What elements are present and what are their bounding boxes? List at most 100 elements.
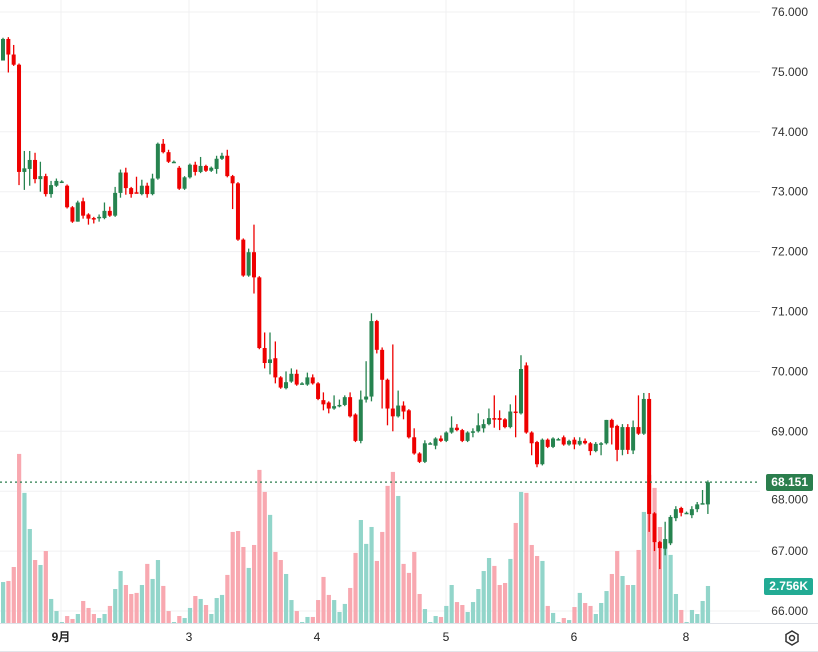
candle: [300, 382, 305, 385]
candle: [551, 437, 556, 449]
candle-body: [417, 453, 422, 462]
volume-bar: [673, 593, 679, 623]
candle-body: [492, 418, 497, 420]
candle-body: [502, 419, 507, 428]
candle: [502, 418, 507, 429]
volume-bar: [364, 543, 369, 623]
candle-body: [524, 365, 529, 433]
candle: [203, 164, 208, 172]
candle: [460, 428, 465, 443]
volume-bar: [657, 526, 663, 623]
candle-body: [663, 539, 668, 549]
candle-body: [695, 504, 700, 510]
volume-bar: [631, 584, 636, 623]
candle: [273, 341, 278, 384]
volume-bar: [33, 560, 38, 623]
candle: [91, 216, 96, 224]
candle-body: [369, 321, 374, 397]
candle-body: [615, 425, 620, 450]
candle: [412, 428, 417, 455]
candle-body: [572, 439, 577, 445]
candle-body: [636, 427, 641, 434]
candle: [225, 149, 230, 178]
candle: [1, 37, 5, 61]
candle: [444, 431, 449, 443]
candle: [657, 540, 662, 570]
candle-body: [401, 405, 406, 412]
volume-bar: [214, 598, 219, 623]
candle-body: [556, 439, 561, 441]
volume-bar: [401, 563, 406, 623]
volume-bar: [641, 511, 646, 623]
candle-body: [433, 438, 438, 446]
candle: [577, 437, 582, 446]
volume-bar: [556, 622, 561, 623]
time-axis[interactable]: 9月 3 4 5 6 8: [52, 630, 690, 644]
volume-bar: [481, 571, 486, 623]
volume-bar: [49, 598, 54, 623]
volume-bar: [535, 555, 540, 623]
candle: [567, 439, 572, 446]
candle: [150, 173, 155, 196]
candle: [695, 501, 700, 513]
volume-bar: [422, 609, 428, 623]
volume-bar: [219, 594, 225, 623]
candle-body: [673, 509, 678, 519]
price-tick-label: 69.000: [771, 424, 808, 438]
candle-body: [652, 513, 657, 543]
candle-body: [59, 181, 64, 184]
candle-body: [529, 432, 534, 444]
candle-body: [198, 165, 203, 172]
candle-body: [166, 152, 171, 162]
volume-bar: [203, 605, 209, 623]
volume-bar: [86, 607, 91, 623]
candle-body: [364, 396, 369, 400]
candle: [513, 395, 518, 438]
candle-body: [310, 377, 315, 384]
candle-body: [161, 143, 166, 153]
volume-bar: [145, 563, 150, 623]
volume-bar: [161, 585, 166, 623]
candle: [289, 368, 294, 383]
volume-bar: [524, 492, 529, 623]
candle-body: [70, 207, 75, 222]
gear-icon[interactable]: [783, 629, 801, 647]
candle: [27, 150, 32, 186]
volume-bar: [75, 614, 80, 623]
volume-bar: [113, 589, 118, 623]
candle-body: [396, 405, 401, 417]
candle: [625, 424, 630, 455]
candle-body: [353, 414, 358, 441]
volume-bar: [102, 614, 107, 623]
candle: [599, 442, 604, 456]
volume-bar: [583, 602, 588, 623]
candle: [187, 163, 192, 179]
candle: [219, 152, 224, 160]
candle: [652, 512, 657, 552]
candle-body: [150, 178, 155, 195]
candle-body: [438, 438, 443, 441]
price-axis[interactable]: 76.000 75.000 74.000 73.000 72.000 71.000 70.0…: [771, 5, 808, 618]
volume-bar: [225, 574, 230, 623]
candle: [684, 511, 689, 515]
candle-body: [567, 440, 572, 445]
candle-body: [588, 443, 593, 452]
candle: [209, 166, 214, 172]
candle: [161, 138, 166, 154]
candle-body: [246, 252, 251, 276]
time-tick-label: 8: [683, 630, 690, 644]
last-price-label: 68.151: [766, 473, 813, 491]
candle: [246, 248, 251, 277]
candle-body: [54, 180, 59, 186]
volume-bar: [1, 582, 6, 623]
volume-bar: [625, 584, 630, 623]
candle: [251, 224, 256, 294]
candle-body: [134, 192, 139, 194]
candle-body: [625, 427, 630, 450]
candle-body: [6, 38, 11, 55]
candle: [492, 395, 497, 428]
candle-body: [358, 399, 363, 441]
candle-body: [289, 373, 294, 382]
candle-body: [518, 369, 523, 414]
